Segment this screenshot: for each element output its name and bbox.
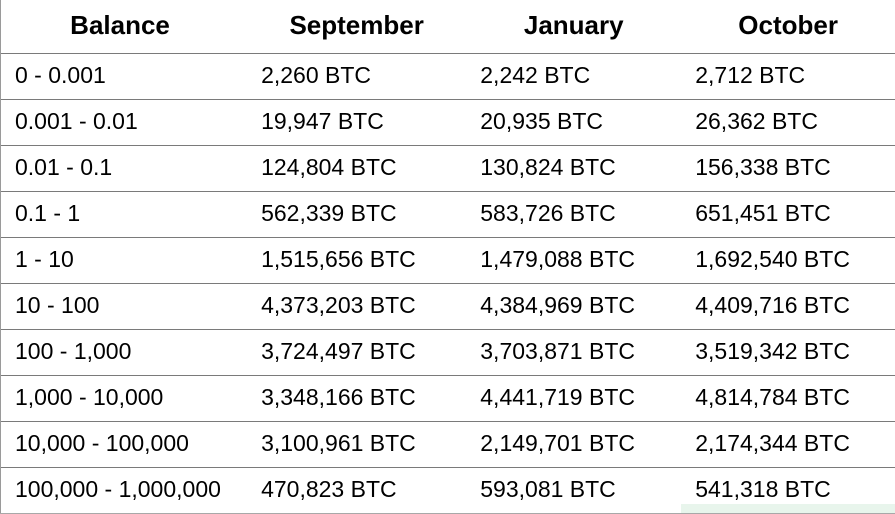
table-header-row: Balance September January October (1, 0, 895, 54)
table-cell: 3,348,166 BTC (247, 376, 466, 422)
table-cell: 2,149,701 BTC (466, 422, 681, 468)
table-cell: 26,362 BTC (681, 100, 895, 146)
table-row: 10 - 1004,373,203 BTC4,384,969 BTC4,409,… (1, 284, 895, 330)
table-cell: 130,824 BTC (466, 146, 681, 192)
table-cell: 4,409,716 BTC (681, 284, 895, 330)
table-cell: 1,515,656 BTC (247, 238, 466, 284)
table-cell: 541,318 BTC (681, 468, 895, 514)
table-cell: 20,935 BTC (466, 100, 681, 146)
table-cell: 4,384,969 BTC (466, 284, 681, 330)
table-row: 100,000 - 1,000,000470,823 BTC593,081 BT… (1, 468, 895, 514)
table-row: 0.001 - 0.0119,947 BTC20,935 BTC26,362 B… (1, 100, 895, 146)
table-cell: 2,174,344 BTC (681, 422, 895, 468)
table-cell: 156,338 BTC (681, 146, 895, 192)
table-cell: 2,260 BTC (247, 54, 466, 100)
table-body: 0 - 0.0012,260 BTC2,242 BTC2,712 BTC0.00… (1, 54, 895, 514)
table-cell: 10,000 - 100,000 (1, 422, 248, 468)
table-row: 0.1 - 1562,339 BTC583,726 BTC651,451 BTC (1, 192, 895, 238)
table-row: 1 - 101,515,656 BTC1,479,088 BTC1,692,54… (1, 238, 895, 284)
table-cell: 3,100,961 BTC (247, 422, 466, 468)
table-cell: 4,373,203 BTC (247, 284, 466, 330)
table-cell: 19,947 BTC (247, 100, 466, 146)
table-row: 100 - 1,0003,724,497 BTC3,703,871 BTC3,5… (1, 330, 895, 376)
table-cell: 2,242 BTC (466, 54, 681, 100)
btc-balance-table: Balance September January October 0 - 0.… (0, 0, 895, 514)
table-row: 1,000 - 10,0003,348,166 BTC4,441,719 BTC… (1, 376, 895, 422)
table-cell: 651,451 BTC (681, 192, 895, 238)
table-cell: 10 - 100 (1, 284, 248, 330)
table-cell: 100,000 - 1,000,000 (1, 468, 248, 514)
table-cell: 1,692,540 BTC (681, 238, 895, 284)
table-cell: 3,519,342 BTC (681, 330, 895, 376)
table-cell: 3,724,497 BTC (247, 330, 466, 376)
table-cell: 562,339 BTC (247, 192, 466, 238)
table-cell: 4,814,784 BTC (681, 376, 895, 422)
table-cell: 0.01 - 0.1 (1, 146, 248, 192)
table-cell: 470,823 BTC (247, 468, 466, 514)
table-cell: 0.1 - 1 (1, 192, 248, 238)
table-cell: 1 - 10 (1, 238, 248, 284)
table-cell: 0 - 0.001 (1, 54, 248, 100)
table-cell: 593,081 BTC (466, 468, 681, 514)
table-row: 10,000 - 100,0003,100,961 BTC2,149,701 B… (1, 422, 895, 468)
table-cell: 2,712 BTC (681, 54, 895, 100)
table-cell: 1,000 - 10,000 (1, 376, 248, 422)
table-cell: 3,703,871 BTC (466, 330, 681, 376)
table-cell: 0.001 - 0.01 (1, 100, 248, 146)
col-header-january: January (466, 0, 681, 54)
col-header-balance: Balance (1, 0, 248, 54)
table-cell: 1,479,088 BTC (466, 238, 681, 284)
table-row: 0 - 0.0012,260 BTC2,242 BTC2,712 BTC (1, 54, 895, 100)
col-header-september: September (247, 0, 466, 54)
table-cell: 124,804 BTC (247, 146, 466, 192)
table-cell: 583,726 BTC (466, 192, 681, 238)
table-row: 0.01 - 0.1124,804 BTC130,824 BTC156,338 … (1, 146, 895, 192)
table-cell: 100 - 1,000 (1, 330, 248, 376)
table-cell: 4,441,719 BTC (466, 376, 681, 422)
col-header-october: October (681, 0, 895, 54)
